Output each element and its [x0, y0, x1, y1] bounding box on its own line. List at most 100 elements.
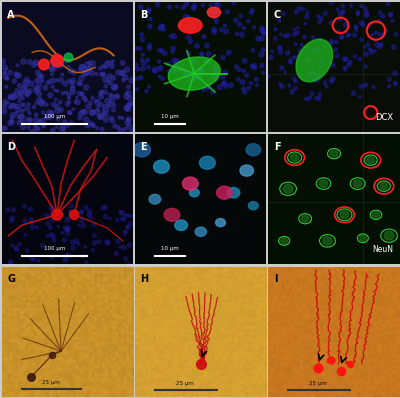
- Point: [105, 239, 111, 246]
- Point: [201, 34, 207, 40]
- Point: [62, 224, 68, 231]
- Point: [38, 118, 44, 124]
- Point: [373, 37, 379, 43]
- Point: [22, 80, 28, 86]
- Point: [246, 85, 252, 91]
- Point: [276, 17, 283, 23]
- Point: [105, 59, 111, 65]
- Point: [43, 114, 50, 121]
- Point: [76, 115, 83, 121]
- Point: [368, 49, 375, 55]
- Point: [240, 68, 247, 74]
- Point: [377, 31, 383, 37]
- Point: [377, 9, 383, 16]
- Ellipse shape: [323, 237, 332, 245]
- Point: [29, 129, 36, 135]
- Point: [382, 28, 388, 34]
- Point: [388, 12, 394, 18]
- Point: [277, 81, 284, 87]
- Point: [300, 6, 306, 12]
- Point: [97, 114, 104, 120]
- Point: [64, 122, 70, 128]
- Point: [293, 8, 300, 15]
- Point: [350, 90, 357, 96]
- Point: [370, 84, 377, 90]
- Point: [55, 116, 62, 123]
- Point: [276, 44, 283, 51]
- Point: [64, 101, 71, 107]
- Point: [40, 122, 47, 128]
- Point: [126, 242, 133, 248]
- Point: [30, 256, 36, 263]
- Point: [372, 48, 378, 54]
- Point: [255, 35, 261, 42]
- Point: [258, 35, 265, 42]
- Point: [228, 82, 234, 88]
- Point: [146, 84, 152, 90]
- Point: [47, 224, 54, 230]
- Point: [10, 242, 16, 249]
- Point: [309, 90, 315, 97]
- Point: [48, 58, 54, 64]
- Point: [3, 84, 10, 90]
- Point: [52, 96, 59, 103]
- Point: [193, 75, 200, 81]
- Point: [392, 81, 399, 87]
- Point: [26, 59, 33, 65]
- Point: [296, 5, 303, 11]
- Ellipse shape: [189, 189, 199, 197]
- Point: [249, 63, 255, 69]
- Point: [314, 46, 321, 53]
- Point: [168, 33, 174, 39]
- Point: [54, 107, 60, 114]
- Point: [50, 62, 57, 69]
- Point: [78, 64, 85, 70]
- Point: [160, 75, 166, 82]
- Point: [282, 33, 288, 39]
- Point: [369, 32, 375, 38]
- Point: [130, 100, 136, 107]
- Point: [154, 1, 161, 8]
- Point: [110, 107, 116, 113]
- Point: [50, 77, 56, 84]
- Text: 25 μm: 25 μm: [176, 381, 194, 386]
- Point: [258, 52, 264, 58]
- Point: [378, 41, 384, 48]
- Point: [84, 70, 90, 76]
- Point: [328, 78, 335, 84]
- Point: [88, 109, 95, 115]
- Point: [24, 248, 30, 254]
- Point: [107, 92, 114, 98]
- Point: [84, 70, 90, 76]
- Point: [65, 224, 72, 231]
- Point: [14, 62, 21, 68]
- Point: [90, 109, 96, 116]
- Point: [78, 217, 85, 223]
- Point: [58, 61, 65, 68]
- Point: [47, 205, 54, 211]
- Ellipse shape: [175, 220, 188, 230]
- Point: [249, 7, 256, 14]
- Point: [292, 85, 298, 92]
- Point: [82, 109, 88, 115]
- Point: [134, 86, 140, 92]
- Point: [27, 88, 33, 94]
- Point: [65, 78, 72, 84]
- Point: [373, 30, 379, 36]
- Ellipse shape: [240, 165, 254, 176]
- Point: [386, 83, 392, 90]
- Point: [241, 25, 247, 31]
- Point: [280, 10, 286, 17]
- Point: [260, 47, 266, 53]
- Point: [10, 112, 16, 119]
- Point: [260, 30, 266, 37]
- Point: [16, 119, 23, 126]
- Point: [388, 11, 394, 18]
- Point: [337, 368, 344, 374]
- Point: [82, 66, 88, 72]
- Point: [25, 78, 32, 84]
- Point: [40, 109, 46, 115]
- Point: [143, 88, 150, 94]
- Point: [98, 113, 104, 120]
- Point: [358, 36, 364, 43]
